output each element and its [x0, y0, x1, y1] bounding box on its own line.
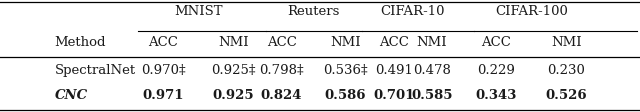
Text: SpectralNet: SpectralNet: [54, 64, 136, 77]
Text: 0.491: 0.491: [374, 64, 413, 77]
Text: NMI: NMI: [417, 36, 447, 49]
Text: 0.586: 0.586: [325, 89, 366, 102]
Text: 0.229: 0.229: [477, 64, 515, 77]
Text: ACC: ACC: [148, 36, 178, 49]
Text: 0.970‡: 0.970‡: [141, 64, 186, 77]
Text: CNC: CNC: [54, 89, 88, 102]
Text: 0.798‡: 0.798‡: [259, 64, 304, 77]
Text: 0.971: 0.971: [143, 89, 184, 102]
Text: CIFAR-10: CIFAR-10: [381, 5, 445, 18]
Text: Reuters: Reuters: [287, 5, 340, 18]
Text: 0.824: 0.824: [261, 89, 302, 102]
Text: NMI: NMI: [551, 36, 582, 49]
Text: ACC: ACC: [267, 36, 296, 49]
Text: 0.526: 0.526: [545, 89, 588, 102]
Text: 0.536‡: 0.536‡: [323, 64, 368, 77]
Text: 0.701: 0.701: [373, 89, 414, 102]
Text: 0.585: 0.585: [412, 89, 452, 102]
Text: 0.230: 0.230: [547, 64, 586, 77]
Text: 0.925‡: 0.925‡: [211, 64, 256, 77]
Text: ACC: ACC: [379, 36, 408, 49]
Text: MNIST: MNIST: [174, 5, 223, 18]
Text: CIFAR-100: CIFAR-100: [495, 5, 568, 18]
Text: Method: Method: [54, 36, 106, 49]
Text: 0.478: 0.478: [413, 64, 451, 77]
Text: NMI: NMI: [330, 36, 361, 49]
Text: ACC: ACC: [481, 36, 511, 49]
Text: 0.925: 0.925: [212, 89, 255, 102]
Text: 0.343: 0.343: [476, 89, 516, 102]
Text: NMI: NMI: [218, 36, 249, 49]
